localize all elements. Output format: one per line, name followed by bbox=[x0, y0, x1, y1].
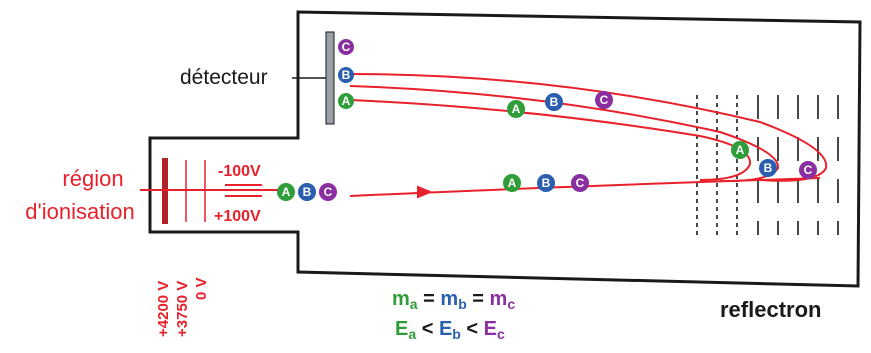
detector-plate bbox=[325, 31, 335, 125]
ion-c-return-letter: C bbox=[600, 93, 609, 107]
ion-b-outbound-letter: B bbox=[542, 176, 551, 190]
energy-a-sub: a bbox=[408, 326, 416, 342]
voltage-label-source: +4200 V bbox=[155, 281, 172, 337]
grid-voltage-minus: -100V bbox=[218, 163, 261, 180]
path-ion-c bbox=[349, 73, 828, 182]
mass-a-sub: a bbox=[410, 296, 418, 312]
beam-direction-arrow bbox=[417, 185, 433, 199]
ion-a-outbound-letter: A bbox=[508, 176, 517, 190]
ion-group-source: A B C bbox=[277, 183, 337, 201]
energy-b-sub: b bbox=[452, 326, 461, 342]
mass-c-sub: c bbox=[507, 296, 515, 312]
ion-group-detector: C B A bbox=[338, 39, 354, 109]
ion-a-return bbox=[507, 100, 525, 118]
ion-b-detector-letter: B bbox=[342, 68, 351, 82]
ion-a-source bbox=[277, 183, 295, 201]
ion-c-outbound bbox=[571, 174, 589, 192]
ion-b-source-letter: B bbox=[303, 185, 312, 199]
ion-b-outbound bbox=[537, 174, 555, 192]
mass-eq-1: = bbox=[418, 288, 441, 310]
ion-c-reflectron bbox=[799, 161, 817, 179]
mass-eq-2: = bbox=[467, 288, 490, 310]
energy-a-symbol: E bbox=[395, 318, 408, 340]
ion-b-reflectron bbox=[759, 159, 777, 177]
path-ion-b bbox=[349, 85, 779, 183]
ion-a-detector-letter: A bbox=[342, 94, 351, 108]
reflectron-electrodes bbox=[696, 95, 839, 235]
voltage-label-grid2: 0 V bbox=[193, 277, 210, 300]
ion-c-outbound-letter: C bbox=[576, 176, 585, 190]
ionisation-label-line1: région bbox=[62, 166, 123, 191]
ion-group-outbound: A B C bbox=[503, 174, 589, 192]
mass-a-symbol: m bbox=[392, 288, 410, 310]
ion-group-reflectron: A B C bbox=[731, 141, 817, 179]
ion-a-source-letter: A bbox=[282, 185, 291, 199]
energy-lt-1: < bbox=[416, 318, 439, 340]
voltage-label-grid1: +3750 V bbox=[174, 281, 191, 337]
ion-a-reflectron-letter: A bbox=[736, 143, 745, 157]
mass-equation: ma = mb = mc bbox=[392, 288, 515, 312]
ion-b-return bbox=[545, 93, 563, 111]
ion-group-return: A B C bbox=[507, 91, 613, 118]
energy-c-symbol: E bbox=[484, 318, 497, 340]
ion-b-reflectron-letter: B bbox=[764, 161, 773, 175]
mass-b-symbol: m bbox=[440, 288, 458, 310]
ion-a-reflectron bbox=[731, 141, 749, 159]
ionisation-label-line2: d'ionisation bbox=[25, 199, 134, 224]
grid-voltage-plus: +100V bbox=[214, 208, 261, 225]
ion-c-detector-letter: C bbox=[342, 40, 351, 54]
mass-c-symbol: m bbox=[490, 288, 508, 310]
energy-equation: Ea < Eb < Ec bbox=[395, 318, 505, 342]
ion-a-detector bbox=[338, 93, 354, 109]
mass-b-sub: b bbox=[458, 296, 467, 312]
reflectron-label: reflectron bbox=[720, 297, 821, 322]
instrument-housing bbox=[148, 10, 862, 288]
ion-c-return bbox=[595, 91, 613, 109]
ion-b-detector bbox=[338, 67, 354, 83]
energy-lt-2: < bbox=[461, 318, 484, 340]
energy-b-symbol: E bbox=[439, 318, 452, 340]
ion-c-detector bbox=[338, 39, 354, 55]
ion-a-return-letter: A bbox=[512, 102, 521, 116]
energy-c-sub: c bbox=[497, 326, 505, 342]
ion-a-outbound bbox=[503, 174, 521, 192]
ion-b-source bbox=[298, 183, 316, 201]
detector-label: détecteur bbox=[180, 66, 268, 89]
ion-b-return-letter: B bbox=[550, 95, 559, 109]
ion-c-reflectron-letter: C bbox=[804, 163, 813, 177]
path-ion-a bbox=[349, 99, 752, 181]
ion-c-source-letter: C bbox=[324, 185, 333, 199]
ion-c-source bbox=[319, 183, 337, 201]
